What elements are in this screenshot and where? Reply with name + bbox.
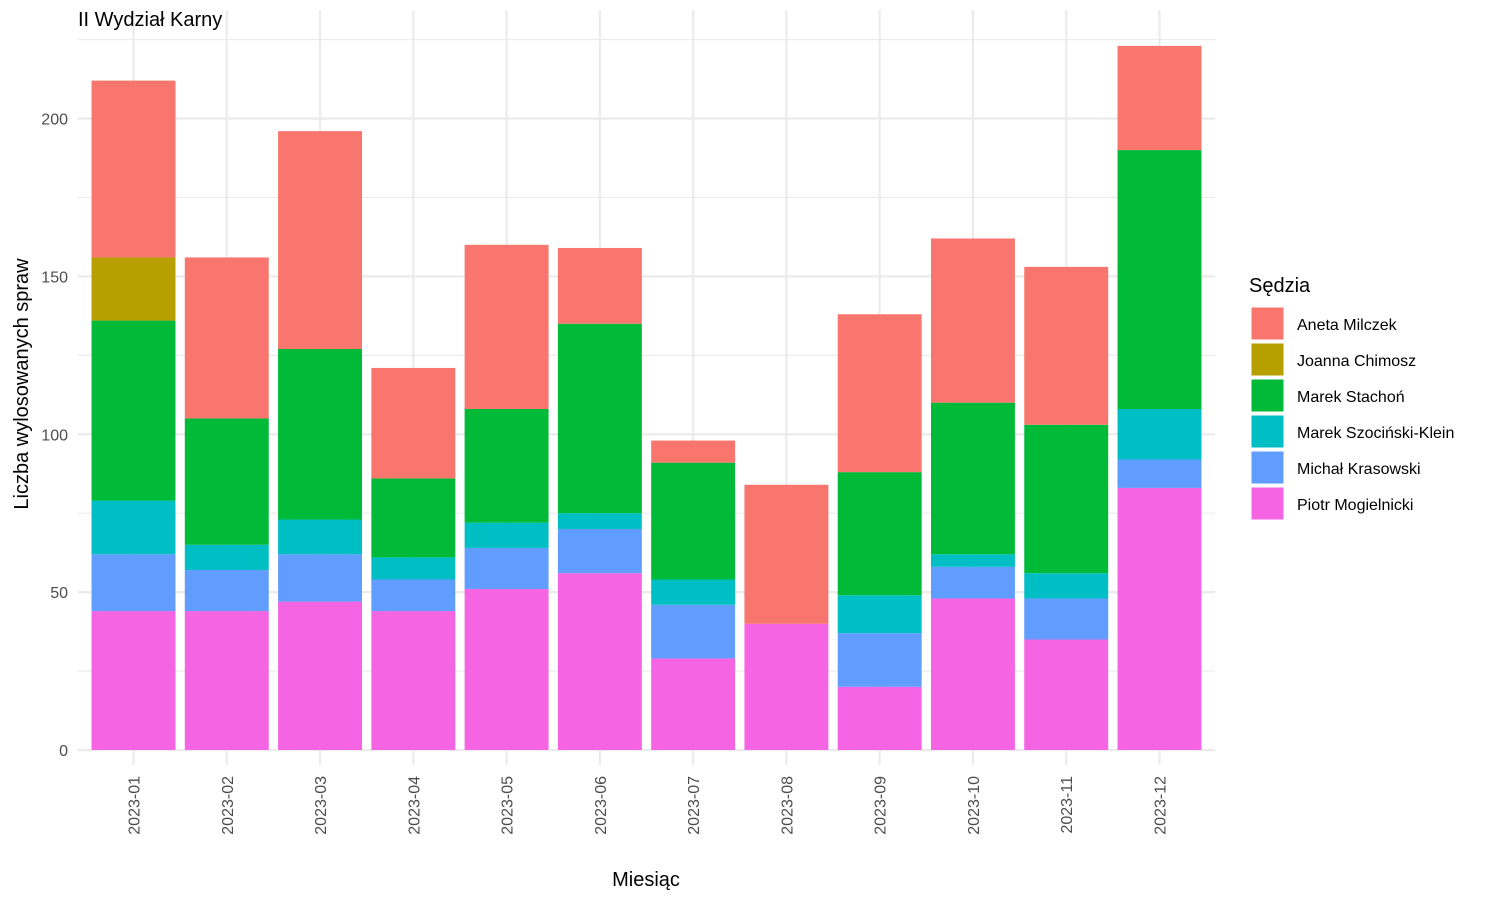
bar-segment <box>651 462 736 580</box>
legend-key <box>1250 414 1285 449</box>
bar-segment <box>1024 266 1109 425</box>
y-tick-label: 0 <box>59 743 68 760</box>
bar-segment <box>91 500 176 555</box>
bar-segment <box>464 547 549 589</box>
bar-segment <box>930 598 1015 750</box>
bar-segment <box>371 611 456 750</box>
bar-segment <box>278 131 363 349</box>
y-tick-label: 200 <box>41 112 68 129</box>
bar-segment <box>1117 150 1202 409</box>
bar-segment <box>184 418 269 545</box>
bar-segment <box>651 658 736 750</box>
bar-segment <box>837 595 922 634</box>
x-tick-label: 2023-08 <box>779 776 796 835</box>
legend: Sędzia Aneta Milczek Joanna Chimosz Marek … <box>1249 275 1454 521</box>
legend-key <box>1250 306 1285 341</box>
axis-layer: 0 50 100 150 200 2023-01 2023-02 2023-03 2023-04… <box>41 112 1169 835</box>
bar-segment <box>837 686 922 750</box>
legend-key <box>1250 450 1285 485</box>
x-tick-label: 2023-01 <box>127 776 144 835</box>
legend-label: Aneta Milczek <box>1297 317 1398 334</box>
bar-segment <box>91 554 176 612</box>
bar-segment <box>184 544 269 571</box>
chart-title: II Wydział Karny <box>78 9 222 31</box>
x-tick-label: 2023-11 <box>1059 776 1076 834</box>
bar-segment <box>371 367 456 479</box>
y-axis-title: Liczba wylosowanych spraw <box>11 258 33 510</box>
bar-segment <box>278 601 363 750</box>
bar-segment <box>1117 487 1202 750</box>
x-tick-label: 2023-12 <box>1153 776 1170 835</box>
bar-segment <box>651 440 736 463</box>
x-tick-label: 2023-04 <box>406 776 423 835</box>
bar-segment <box>278 348 363 520</box>
y-tick-label: 150 <box>41 269 68 286</box>
bar-segment <box>557 323 642 514</box>
bar-segment <box>930 566 1015 599</box>
x-axis-title: Miesiąc <box>612 869 680 891</box>
bar-segment <box>278 519 363 555</box>
bar-segment <box>1117 459 1202 488</box>
bar-segment <box>837 472 922 596</box>
bar-segment <box>930 238 1015 403</box>
bar-segment <box>278 554 363 602</box>
bar-segment <box>464 244 549 409</box>
legend-key <box>1250 342 1285 377</box>
legend-label: Marek Szociński-Klein <box>1297 425 1454 442</box>
legend-label: Michał Krasowski <box>1297 461 1421 478</box>
bars-layer <box>91 45 1202 750</box>
bar-segment <box>557 528 642 574</box>
bar-segment <box>91 611 176 750</box>
x-tick-label: 2023-05 <box>500 776 517 835</box>
bar-segment <box>744 484 829 624</box>
x-tick-label: 2023-03 <box>313 776 330 835</box>
bar-segment <box>464 588 549 750</box>
x-tick-label: 2023-02 <box>220 776 237 835</box>
legend-label: Joanna Chimosz <box>1297 353 1416 370</box>
bar-segment <box>184 570 269 612</box>
bar-segment <box>837 314 922 473</box>
bar-segment <box>371 557 456 580</box>
bar-segment <box>1024 598 1109 640</box>
bar-segment <box>184 257 269 419</box>
x-tick-label: 2023-09 <box>873 776 890 835</box>
bar-segment <box>557 513 642 529</box>
bar-segment <box>91 257 176 321</box>
bar-segment <box>184 611 269 750</box>
bar-segment <box>371 478 456 558</box>
bar-segment <box>651 579 736 605</box>
legend-title: Sędzia <box>1249 275 1311 297</box>
bar-segment <box>1117 408 1202 460</box>
legend-key <box>1250 378 1285 413</box>
bar-segment <box>1024 639 1109 750</box>
bar-segment <box>1117 45 1202 151</box>
y-tick-label: 50 <box>50 585 68 602</box>
bar-segment <box>1024 573 1109 599</box>
bar-segment <box>651 604 736 659</box>
bar-segment <box>930 554 1015 567</box>
bar-segment <box>464 408 549 523</box>
x-tick-label: 2023-07 <box>686 776 703 835</box>
bar-segment <box>557 573 642 750</box>
bar-segment <box>464 522 549 548</box>
bar-segment <box>557 247 642 324</box>
bar-segment <box>744 623 829 750</box>
bar-segment <box>837 633 922 687</box>
bar-segment <box>930 402 1015 555</box>
x-tick-label: 2023-10 <box>966 776 983 835</box>
x-tick-label: 2023-06 <box>593 776 610 835</box>
bar-segment <box>371 579 456 612</box>
legend-label: Piotr Mogielnicki <box>1297 497 1413 514</box>
bar-segment <box>1024 424 1109 574</box>
bar-segment <box>91 320 176 501</box>
bar-segment <box>91 80 176 258</box>
legend-label: Marek Stachoń <box>1297 389 1405 406</box>
y-tick-label: 100 <box>41 427 68 444</box>
legend-key <box>1250 486 1285 521</box>
